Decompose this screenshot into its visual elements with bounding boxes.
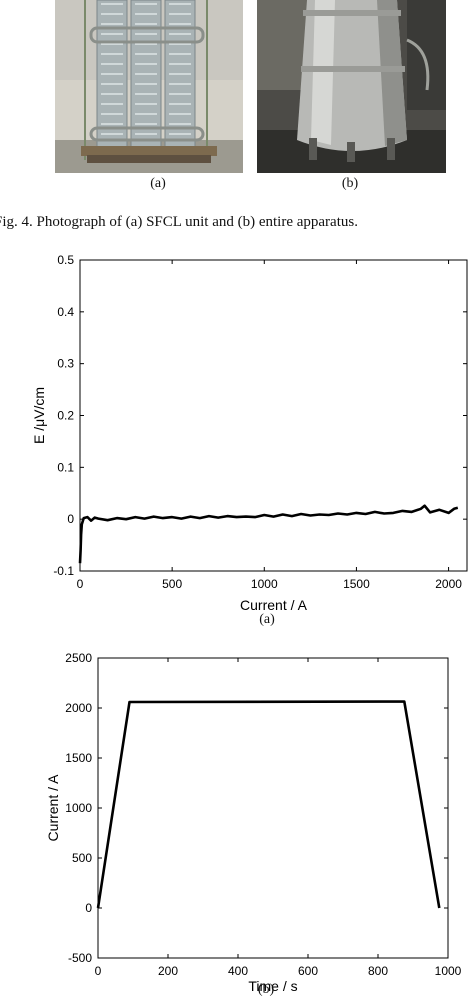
series-line xyxy=(96,700,441,909)
x-axis-label: Time / s xyxy=(248,978,297,994)
y-tick-label: 0.3 xyxy=(57,357,74,371)
x-tick-label: 600 xyxy=(298,964,318,978)
sfcl-unit-photo xyxy=(55,0,243,173)
y-tick-label: 1000 xyxy=(65,801,92,815)
x-axis-label: Current / A xyxy=(240,597,308,613)
y-tick-label: 0.5 xyxy=(57,253,74,267)
y-axis-label: E /μV/cm xyxy=(31,387,47,444)
entire-apparatus-photo xyxy=(257,0,446,173)
x-tick-label: 0 xyxy=(95,964,102,978)
y-tick-label: 0 xyxy=(67,512,74,526)
y-tick-label: 0 xyxy=(85,901,92,915)
photo-b-label: (b) xyxy=(341,176,359,191)
x-tick-label: 800 xyxy=(368,964,388,978)
y-tick-label: -500 xyxy=(68,951,92,965)
series-line xyxy=(78,504,459,564)
y-tick-label: -0.1 xyxy=(53,564,74,578)
x-tick-label: 500 xyxy=(162,577,182,591)
x-tick-label: 1000 xyxy=(251,577,278,591)
x-tick-label: 0 xyxy=(77,577,84,591)
figure-4-caption: Fig. 4. Photograph of (a) SFCL unit and … xyxy=(0,214,358,230)
photo-a-label: (a) xyxy=(150,176,166,191)
x-tick-label: 1000 xyxy=(435,964,462,978)
x-tick-label: 200 xyxy=(158,964,178,978)
plot-frame xyxy=(79,259,468,572)
x-tick-label: 2000 xyxy=(435,577,462,591)
y-axis-label: Current / A xyxy=(45,774,61,842)
y-tick-label: 2000 xyxy=(65,701,92,715)
chart-b-label: (b) xyxy=(257,982,275,997)
y-tick-label: 0.4 xyxy=(57,305,74,319)
y-tick-label: 500 xyxy=(72,851,92,865)
y-tick-label: 2500 xyxy=(65,651,92,665)
chart-a-label: (a) xyxy=(259,612,275,627)
x-tick-label: 400 xyxy=(228,964,248,978)
y-tick-label: 1500 xyxy=(65,751,92,765)
x-tick-label: 1500 xyxy=(343,577,370,591)
current-vs-time-chart: 0 200 400 600 800 1000-5000500100015002000250… xyxy=(45,651,462,994)
y-tick-label: 0.2 xyxy=(57,409,74,423)
y-tick-label: 0.1 xyxy=(57,460,74,474)
e-vs-current-chart: 0 500 1000 1500 2000-0.100.10.20.30.40.5 Cur… xyxy=(31,253,468,613)
